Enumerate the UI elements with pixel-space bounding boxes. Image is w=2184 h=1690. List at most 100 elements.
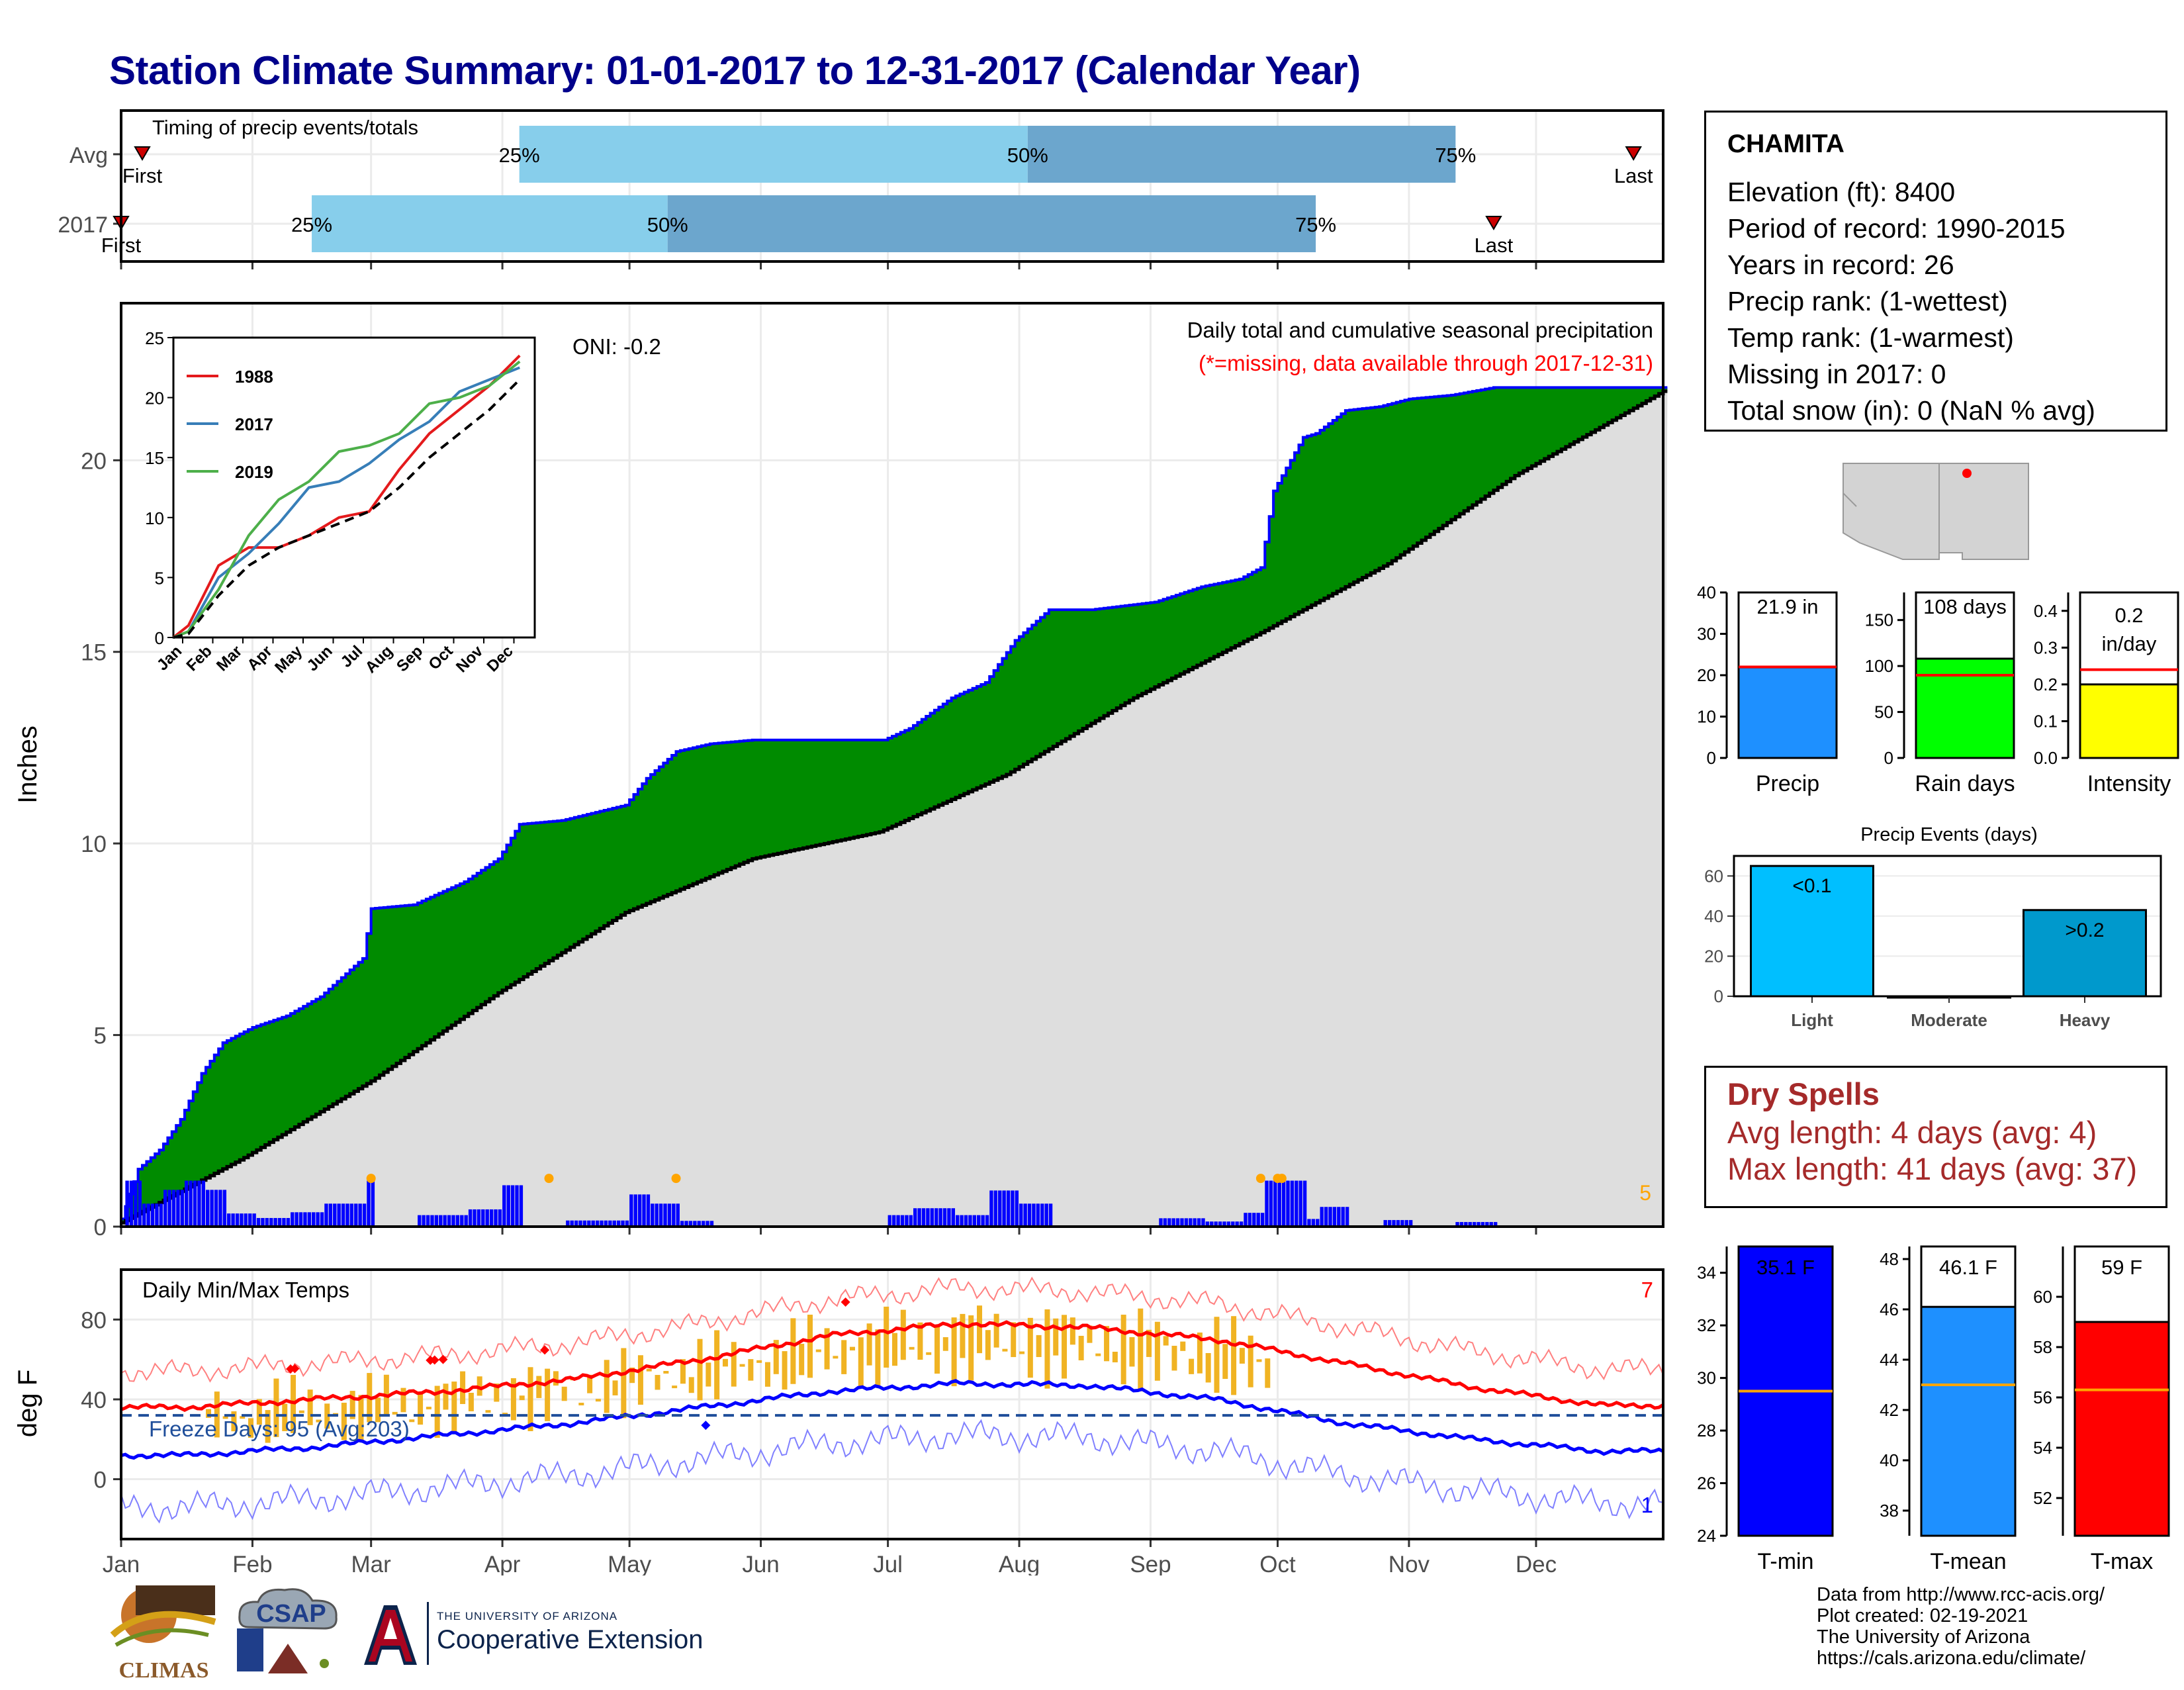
daily-precip-bar <box>510 1185 515 1227</box>
events-y-tick-label: 60 <box>1704 866 1723 886</box>
daily-precip-bar <box>977 1215 981 1227</box>
summary-y-tick-label: 0.1 <box>2034 711 2058 731</box>
daily-precip-bar <box>468 1209 473 1227</box>
daily-precip-bar <box>227 1213 231 1227</box>
timing-bar-q50-q75 <box>667 195 1316 252</box>
month-tick-label: Aug <box>999 1552 1040 1575</box>
precip-y-tick-label: 0 <box>94 1215 107 1241</box>
daily-precip-bar <box>1387 1220 1392 1227</box>
tbar-y-tick-label: 38 <box>1880 1501 1899 1521</box>
daily-precip-bar <box>176 1190 180 1227</box>
daily-precip-bar <box>298 1212 303 1227</box>
daily-temp-range-bar <box>646 1368 652 1372</box>
daily-precip-bar <box>214 1190 218 1227</box>
timing-p50-label: 50% <box>1007 144 1048 167</box>
tbar-y-tick-label: 44 <box>1880 1350 1899 1370</box>
record-high-marker <box>841 1297 850 1307</box>
daily-temp-range-bar <box>460 1371 466 1404</box>
summary-y-tick-label: 10 <box>1697 707 1716 727</box>
daily-temp-range-bar <box>392 1411 398 1415</box>
daily-temp-range-bar <box>1087 1325 1093 1343</box>
precip-record-count: 5 <box>1639 1181 1651 1205</box>
daily-precip-bar <box>667 1203 672 1227</box>
daily-temp-range-bar <box>1197 1333 1203 1374</box>
daily-temp-range-bar <box>866 1323 872 1366</box>
summary-y-tick-label: 0 <box>1707 748 1716 768</box>
daily-precip-bar <box>1396 1220 1400 1227</box>
daily-precip-bar <box>498 1209 502 1227</box>
inset-average-line <box>173 379 521 639</box>
daily-precip-bar <box>629 1194 633 1227</box>
precip-panel: 0 5 10 15 20 Inches 5 Daily total and cumulativ… <box>13 302 1668 1241</box>
daily-temp-range-bar <box>1146 1329 1152 1357</box>
timing-bar-q50-q75 <box>1027 126 1456 183</box>
daily-temp-range-bar <box>1095 1353 1101 1356</box>
daily-precip-bar <box>1167 1218 1171 1227</box>
daily-precip-bar <box>1277 1180 1281 1227</box>
daily-precip-bar <box>1459 1222 1464 1227</box>
daily-temp-range-bar <box>993 1313 999 1348</box>
month-tick-label: Jun <box>742 1552 779 1575</box>
tbar-y-tick-label: 58 <box>2033 1337 2052 1357</box>
record-high-count: 7 <box>1641 1278 1653 1302</box>
daily-precip-bar <box>1472 1222 1477 1227</box>
inset-frame <box>172 336 536 639</box>
last-event-marker <box>1625 146 1642 161</box>
daily-precip-bar <box>709 1221 714 1227</box>
daily-precip-bar <box>180 1190 185 1227</box>
daily-precip-bar <box>1273 1180 1277 1227</box>
daily-precip-bar <box>1256 1213 1260 1227</box>
daily-precip-bar <box>291 1212 295 1227</box>
events-y-tick-label: 40 <box>1704 906 1723 926</box>
daily-precip-bar <box>591 1220 595 1227</box>
daily-temp-range-bar <box>1036 1335 1042 1358</box>
tbar-y-tick-label: 42 <box>1880 1400 1899 1420</box>
daily-precip-bar <box>637 1194 642 1227</box>
record-high-marker <box>540 1345 550 1355</box>
daily-temp-range-bar <box>273 1378 279 1437</box>
tbar-y-tick-label: 24 <box>1697 1526 1716 1546</box>
daily-precip-bar <box>506 1185 510 1227</box>
daily-precip-bar <box>349 1203 354 1227</box>
month-tick-label: Apr <box>484 1552 521 1575</box>
daily-precip-bar <box>328 1203 333 1227</box>
daily-precip-bar <box>269 1217 273 1227</box>
daily-precip-bar <box>951 1208 956 1227</box>
daily-temp-range-bar <box>663 1371 669 1374</box>
daily-temp-range-bar <box>799 1344 805 1376</box>
daily-precip-bar <box>1286 1180 1290 1227</box>
daily-precip-bar <box>324 1203 328 1227</box>
daily-precip-bar <box>286 1217 291 1227</box>
daily-precip-bar <box>1044 1203 1048 1227</box>
event-bar <box>1750 865 1874 998</box>
daily-precip-bar <box>1002 1190 1006 1227</box>
daily-temp-range-bar <box>1239 1348 1245 1364</box>
daily-precip-bar <box>261 1217 265 1227</box>
daily-temp-range-bar <box>909 1346 915 1350</box>
ua-top-text: THE UNIVERSITY OF ARIZONA <box>437 1610 618 1622</box>
daily-precip-bar <box>240 1213 244 1227</box>
daily-precip-bar <box>676 1203 680 1227</box>
daily-precip-bar <box>1455 1222 1459 1227</box>
daily-temp-range-bar <box>248 1418 254 1438</box>
month-tick-label: Jan <box>103 1552 140 1575</box>
daily-precip-bar <box>1171 1218 1175 1227</box>
daily-temp-range-bar <box>1248 1335 1253 1387</box>
precip-y-axis-label: Inches <box>13 726 42 804</box>
inset-y-tick-label: 10 <box>145 508 164 528</box>
inset-series-line <box>172 354 521 639</box>
daily-precip-bar <box>1298 1180 1302 1227</box>
daily-precip-bar <box>1159 1218 1163 1227</box>
daily-temp-range-bar <box>756 1360 762 1363</box>
precip-frame <box>120 302 1664 1228</box>
precip-rank-line: Precip rank: (1-wettest) <box>1727 286 2008 316</box>
daily-precip-bar <box>705 1221 709 1227</box>
events-y-tick-label: 20 <box>1704 946 1723 966</box>
daily-precip-bar <box>993 1190 998 1227</box>
daily-precip-bar <box>998 1190 1002 1227</box>
daily-precip-bar <box>494 1209 498 1227</box>
above-avg-area <box>121 387 1668 1223</box>
timing-frame <box>120 109 1664 263</box>
daily-temp-range-bar <box>714 1330 720 1399</box>
precip-record-marker <box>544 1174 554 1184</box>
